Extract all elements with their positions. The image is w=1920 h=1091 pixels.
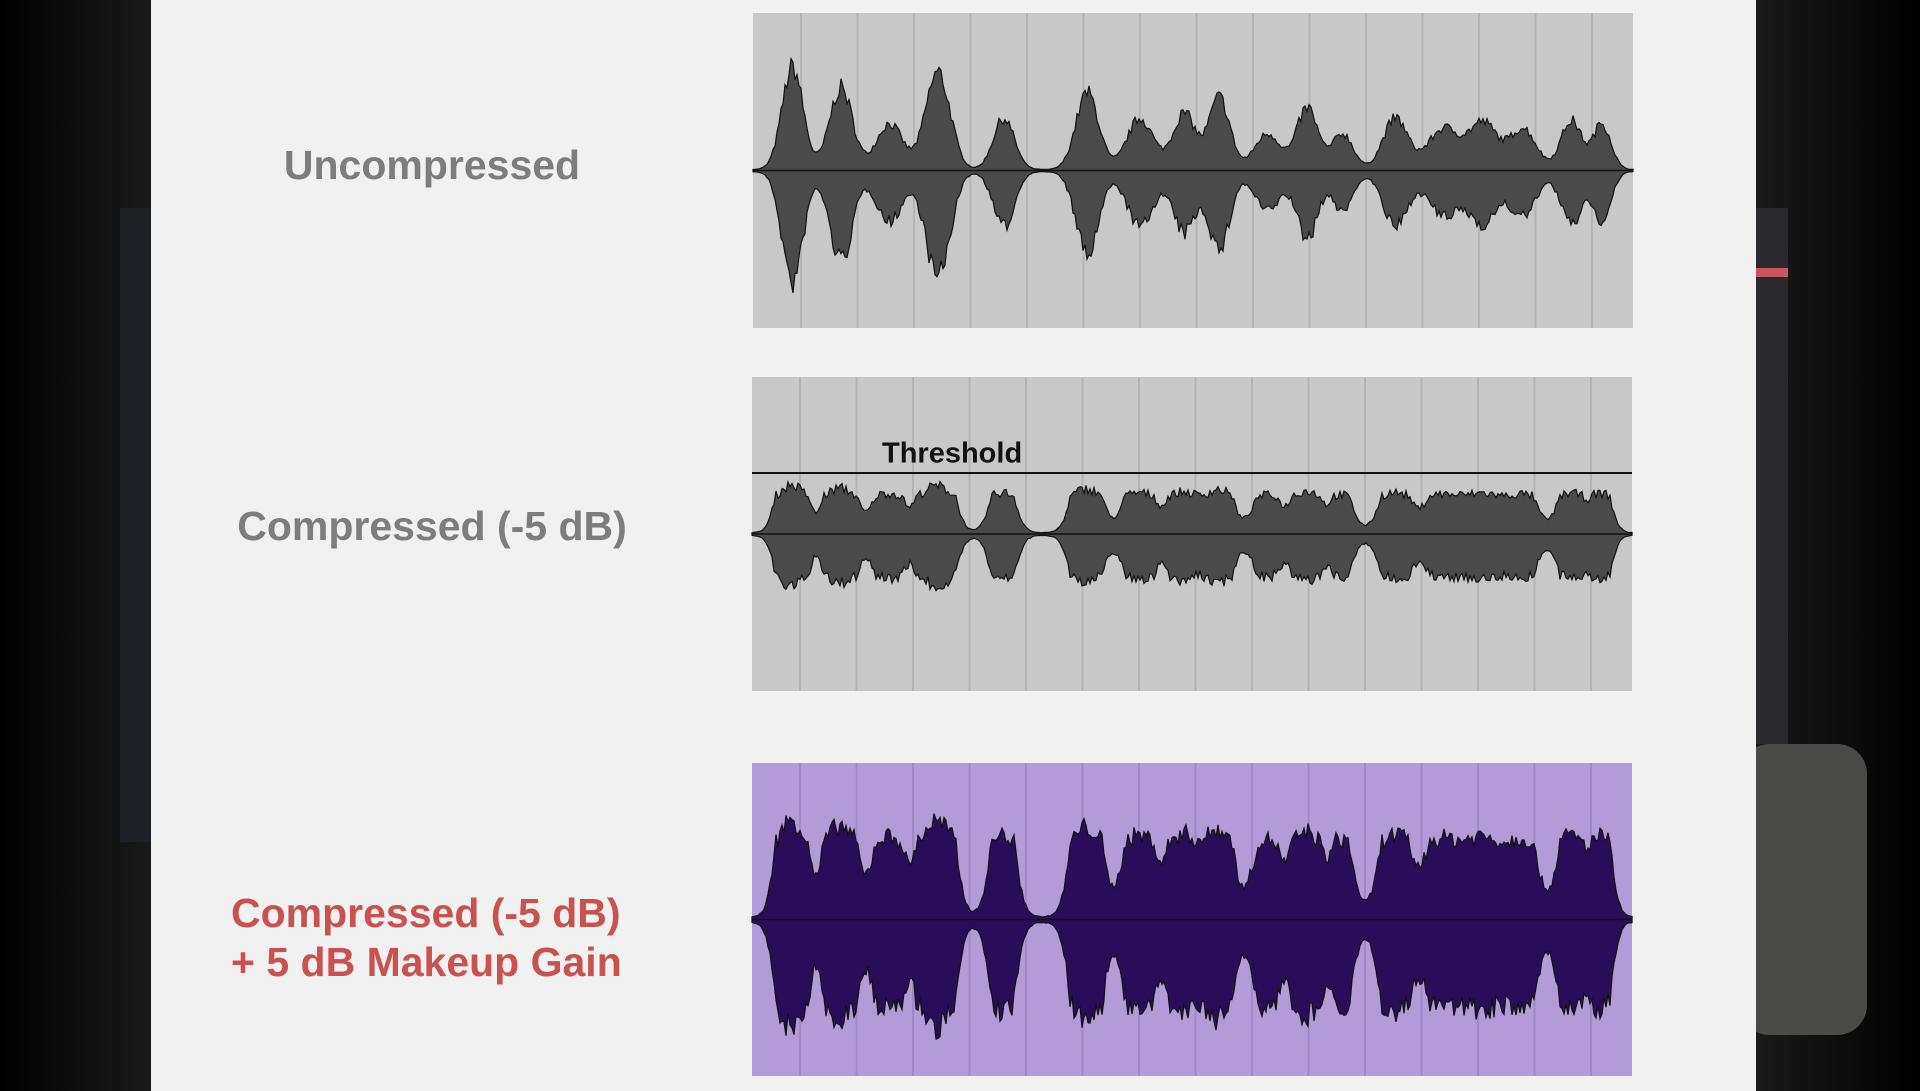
panels — [751, 13, 1634, 1076]
background-bar — [1756, 268, 1788, 277]
row-label: Uncompressed — [284, 142, 580, 188]
waveform — [752, 56, 1634, 294]
waveform — [751, 479, 1633, 592]
row-label: Compressed (-5 dB) — [231, 890, 621, 936]
row-label: Compressed (-5 dB) — [237, 503, 627, 549]
row-label: + 5 dB Makeup Gain — [231, 939, 622, 985]
threshold-label: Threshold — [882, 438, 1022, 470]
background-window — [120, 208, 151, 842]
webcam — [1740, 744, 1867, 1035]
waveform — [751, 813, 1633, 1041]
background-window — [1756, 208, 1788, 744]
